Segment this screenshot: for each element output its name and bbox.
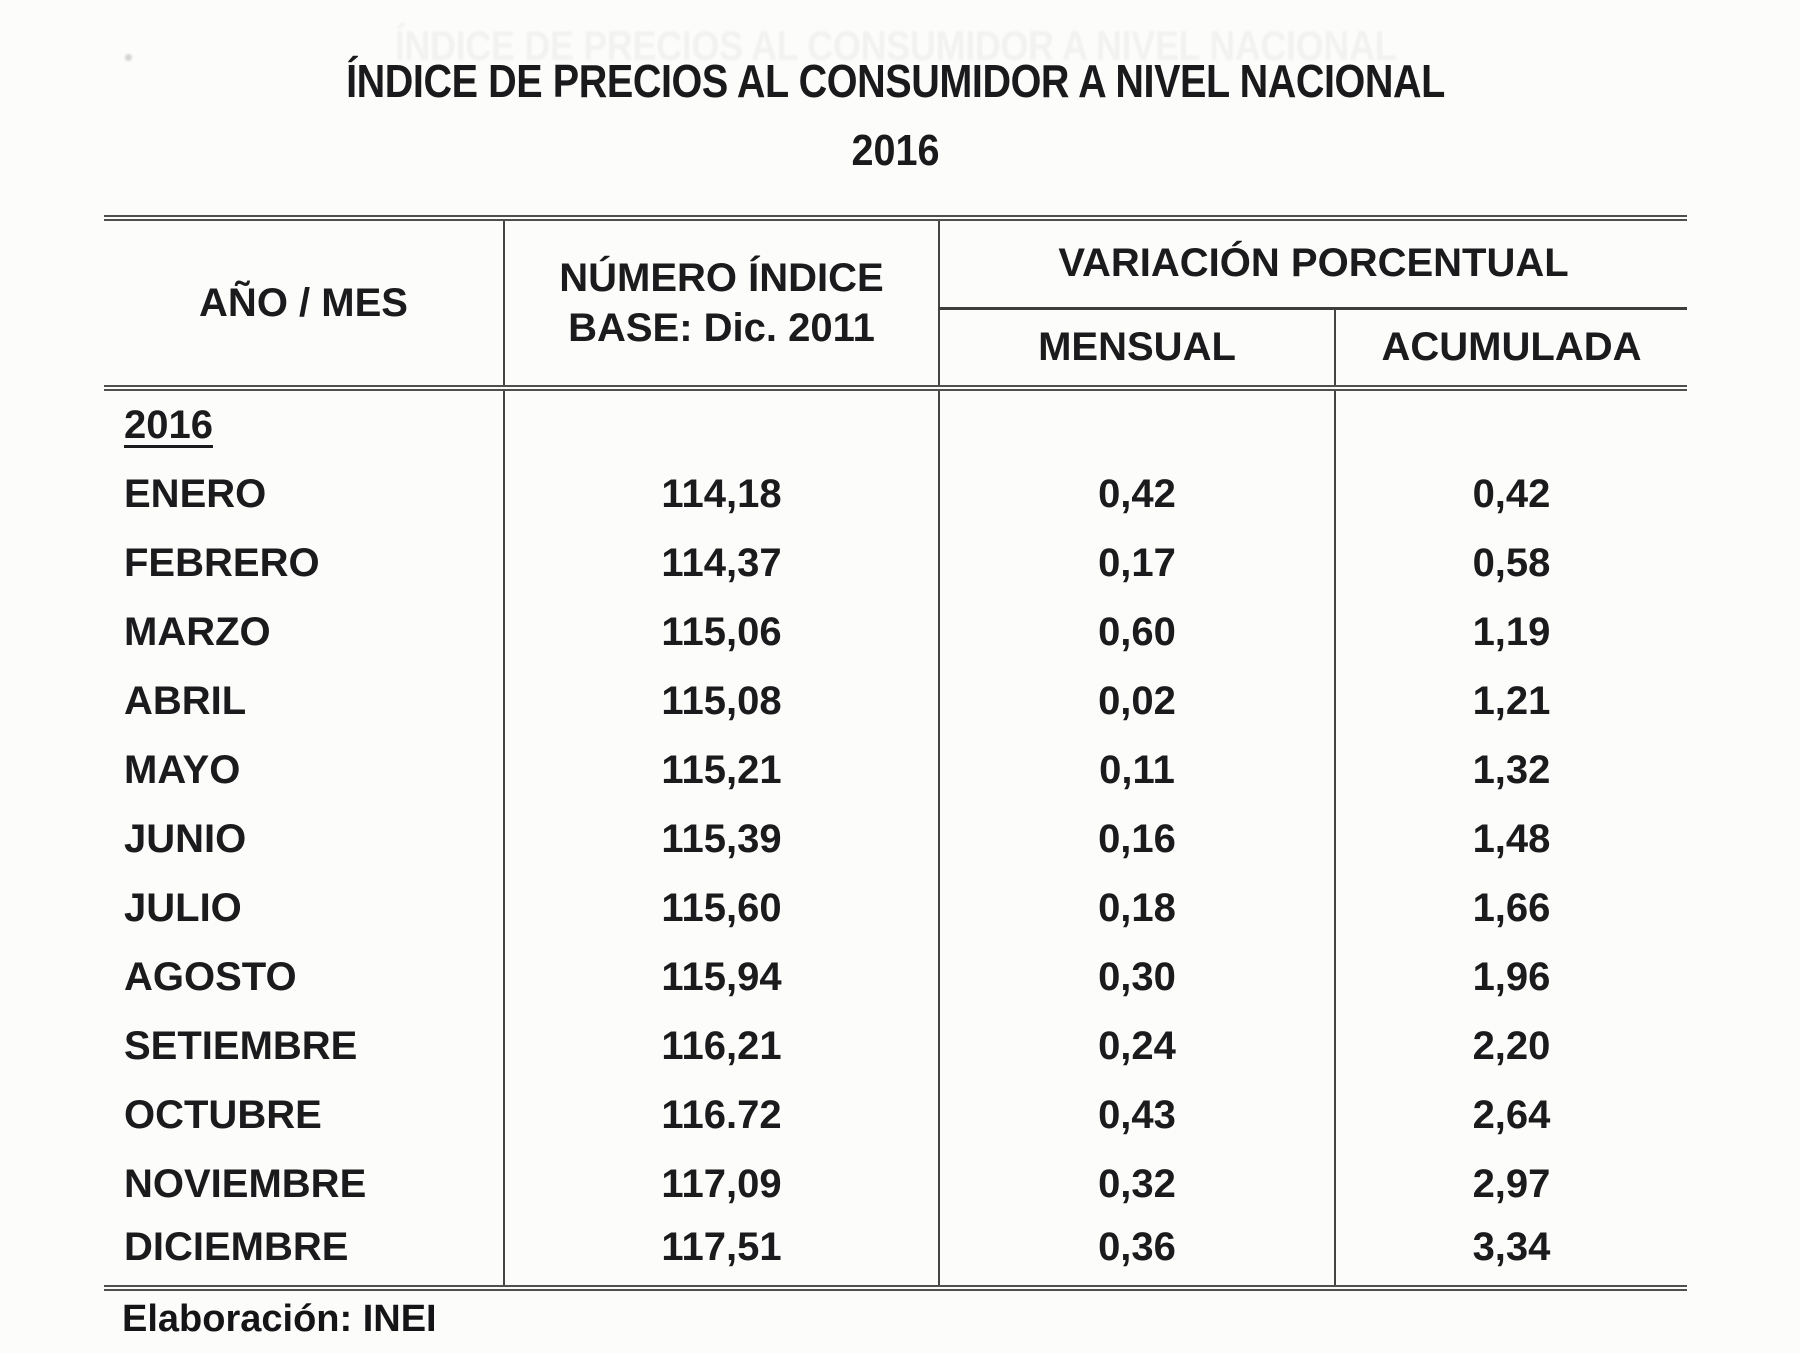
col-header-monthly: MENSUAL xyxy=(939,308,1336,391)
accumulated-variation-cell: 0,42 xyxy=(1472,472,1551,516)
table-row: FEBRERO 114,37 0,17 0,58 xyxy=(104,529,1687,598)
table-row: MAYO 115,21 0,11 1,32 xyxy=(104,736,1687,805)
empty-cell xyxy=(1335,388,1687,460)
index-cell: 116.72 xyxy=(504,1081,940,1150)
monthly-variation-cell: 0,42 xyxy=(939,460,1336,529)
month-cell: JULIO xyxy=(104,874,505,943)
monthly-variation-cell: 0,16 xyxy=(939,805,1336,874)
index-cell: 114,18 xyxy=(504,460,940,529)
month-cell: ABRIL xyxy=(104,667,505,736)
table-row: ENERO 114,18 0,42 0,42 xyxy=(104,460,1687,529)
month-cell: SETIEMBRE xyxy=(104,1012,505,1081)
page-title: ÍNDICE DE PRECIOS AL CONSUMIDOR A NIVEL … xyxy=(346,55,1445,107)
col-header-accumulated: ACUMULADA xyxy=(1335,308,1687,391)
col-header-index-line1: NÚMERO ÍNDICE xyxy=(559,256,884,300)
empty-cell xyxy=(504,388,940,460)
page-year-title: 2016 xyxy=(851,126,940,175)
month-cell: MARZO xyxy=(104,598,505,667)
accumulated-variation-cell: 1,19 xyxy=(1472,610,1551,654)
col-header-index-line2: BASE: Dic. 2011 xyxy=(568,306,875,350)
accumulated-variation-cell: 0,58 xyxy=(1472,541,1551,585)
year-label: 2016 xyxy=(124,403,213,447)
accumulated-variation-cell: 1,96 xyxy=(1472,955,1551,999)
monthly-variation-cell: 0,18 xyxy=(939,874,1336,943)
monthly-variation-cell: 0,02 xyxy=(939,667,1336,736)
month-cell: NOVIEMBRE xyxy=(104,1150,505,1219)
table-row: JUNIO 115,39 0,16 1,48 xyxy=(104,805,1687,874)
index-cell: 115,06 xyxy=(504,598,940,667)
table-row: SETIEMBRE 116,21 0,24 2,20 xyxy=(104,1012,1687,1081)
table-row: JULIO 115,60 0,18 1,66 xyxy=(104,874,1687,943)
month-cell: ENERO xyxy=(104,460,505,529)
cpi-table: AÑO / MES NÚMERO ÍNDICE BASE: Dic. 2011 … xyxy=(104,215,1687,1291)
index-cell: 115,08 xyxy=(504,667,940,736)
table-row: NOVIEMBRE 117,09 0,32 2,97 xyxy=(104,1150,1687,1219)
accumulated-variation-cell: 1,21 xyxy=(1472,679,1551,723)
scan-artifact-ghost-text: ÍNDICE DE PRECIOS AL CONSUMIDOR A NIVEL … xyxy=(394,22,1397,62)
monthly-variation-cell: 0,43 xyxy=(939,1081,1336,1150)
index-cell: 114,37 xyxy=(504,529,940,598)
monthly-variation-cell: 0,24 xyxy=(939,1012,1336,1081)
month-cell: DICIEMBRE xyxy=(104,1219,505,1288)
source-note: Elaboración: INEI xyxy=(122,1298,437,1340)
accumulated-variation-cell: 1,48 xyxy=(1472,817,1551,861)
table-row: ABRIL 115,08 0,02 1,21 xyxy=(104,667,1687,736)
table-row: MARZO 115,06 0,60 1,19 xyxy=(104,598,1687,667)
accumulated-variation-cell: 3,34 xyxy=(1472,1224,1551,1269)
month-cell: AGOSTO xyxy=(104,943,505,1012)
monthly-variation-cell: 0,32 xyxy=(939,1150,1336,1219)
empty-cell xyxy=(939,388,1336,460)
month-cell: JUNIO xyxy=(104,805,505,874)
col-header-year-month: AÑO / MES xyxy=(104,218,505,391)
scan-artifact-dot xyxy=(125,54,132,61)
accumulated-variation-cell: 1,32 xyxy=(1472,748,1551,792)
col-header-variation-group: VARIACIÓN PORCENTUAL xyxy=(939,218,1687,310)
index-cell: 115,60 xyxy=(504,874,940,943)
table-row: AGOSTO 115,94 0,30 1,96 xyxy=(104,943,1687,1012)
table-row: DICIEMBRE 117,51 0,36 3,34 xyxy=(104,1219,1687,1288)
monthly-variation-cell: 0,11 xyxy=(939,736,1336,805)
monthly-variation-cell: 0,30 xyxy=(939,943,1336,1012)
monthly-variation-cell: 0,60 xyxy=(939,598,1336,667)
month-cell: FEBRERO xyxy=(104,529,505,598)
index-cell: 117,09 xyxy=(504,1150,940,1219)
monthly-variation-cell: 0,17 xyxy=(939,529,1336,598)
index-cell: 115,39 xyxy=(504,805,940,874)
index-cell: 115,94 xyxy=(504,943,940,1012)
accumulated-variation-cell: 2,20 xyxy=(1472,1024,1551,1068)
month-cell: MAYO xyxy=(104,736,505,805)
index-cell: 116,21 xyxy=(504,1012,940,1081)
month-cell: OCTUBRE xyxy=(104,1081,505,1150)
accumulated-variation-cell: 1,66 xyxy=(1472,886,1551,930)
year-cell: 2016 xyxy=(104,388,505,460)
accumulated-variation-cell: 2,97 xyxy=(1472,1162,1551,1206)
index-cell: 115,21 xyxy=(504,736,940,805)
col-header-index: NÚMERO ÍNDICE BASE: Dic. 2011 xyxy=(504,218,940,391)
table-row-year: 2016 xyxy=(104,388,1687,460)
table-row: OCTUBRE 116.72 0,43 2,64 xyxy=(104,1081,1687,1150)
index-cell: 117,51 xyxy=(504,1219,940,1288)
accumulated-variation-cell: 2,64 xyxy=(1472,1093,1551,1137)
monthly-variation-cell: 0,36 xyxy=(939,1219,1336,1288)
